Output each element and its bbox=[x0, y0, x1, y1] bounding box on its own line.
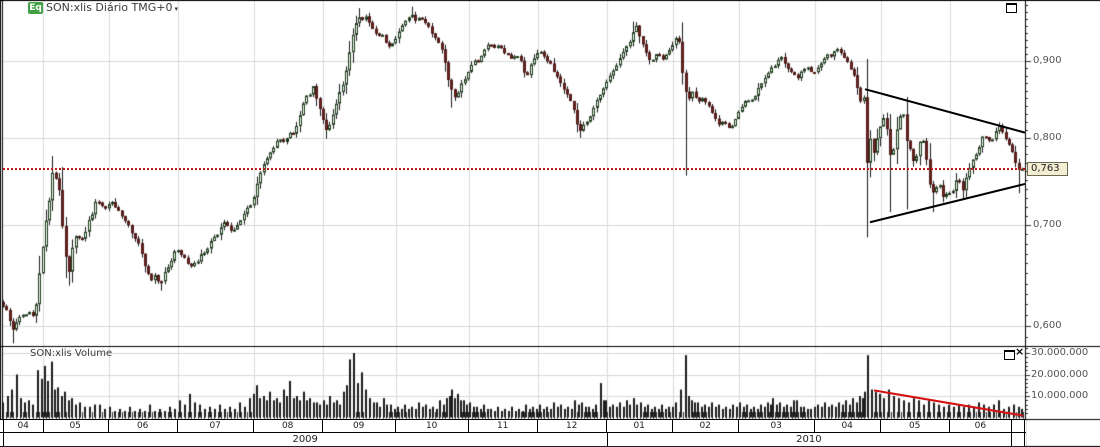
x-axis-month-cell bbox=[1012, 420, 1025, 432]
x-axis-month-cell: 03 bbox=[739, 420, 815, 432]
price-axis-label: 0,900 bbox=[1033, 55, 1062, 66]
volume-pane-restore-button[interactable] bbox=[1004, 350, 1015, 360]
chevron-down-icon[interactable]: ▾ bbox=[174, 4, 178, 13]
last-price-label: 0,763 bbox=[1027, 161, 1068, 176]
x-axis-month-row: 04 05 06 07 08 09 10 11 12 01 02 03 04 05 06 bbox=[0, 419, 1026, 433]
last-price-dotted-line bbox=[3, 167, 1025, 170]
x-axis-year-cell: 2009 bbox=[2, 433, 608, 446]
x-axis-month-cell: 10 bbox=[396, 420, 469, 432]
x-axis-month-cell: 04 bbox=[2, 420, 44, 432]
price-axis-label: 0,800 bbox=[1033, 131, 1062, 143]
x-axis-month-cell: 04 bbox=[815, 420, 881, 432]
x-axis-month-cell: 02 bbox=[673, 420, 739, 432]
x-axis-month-cell: 11 bbox=[469, 420, 538, 432]
x-axis-year-cell bbox=[1012, 433, 1025, 446]
volume-axis-label: 20.000.000 bbox=[1031, 368, 1089, 380]
x-axis-month-cell: 05 bbox=[881, 420, 950, 432]
volume-axis-label: 30.000.000 bbox=[1031, 347, 1089, 358]
x-axis-month-cell: 07 bbox=[178, 420, 254, 432]
x-axis-month-cell: 05 bbox=[43, 420, 109, 432]
x-axis-month-cell: 12 bbox=[538, 420, 607, 432]
x-axis-year-cell: 2010 bbox=[607, 433, 1012, 446]
price-axis-label: 0,600 bbox=[1033, 319, 1062, 331]
instrument-titlebar: Eq SON:xlis Diário TMG+0 ▾ bbox=[28, 1, 178, 14]
volume-pane-title: SON:xlis Volume bbox=[30, 348, 113, 359]
x-axis-month-cell: 06 bbox=[950, 420, 1012, 432]
equity-badge-icon: Eq bbox=[28, 1, 43, 14]
x-axis-month-cell: 08 bbox=[254, 420, 323, 432]
price-axis-label: 0,700 bbox=[1033, 219, 1062, 231]
x-axis-month-cell: 09 bbox=[323, 420, 396, 432]
volume-pane-close-icon[interactable]: × bbox=[1015, 345, 1025, 358]
price-pane-restore-button[interactable] bbox=[1006, 3, 1017, 13]
volume-axis-label: 10.000.000 bbox=[1031, 390, 1089, 401]
x-axis-month-cell: 06 bbox=[109, 420, 178, 432]
x-axis-year-row: 2009 2010 bbox=[0, 433, 1026, 446]
x-axis-month-cell: 01 bbox=[607, 420, 673, 432]
instrument-title[interactable]: SON:xlis Diário TMG+0 bbox=[46, 1, 173, 14]
